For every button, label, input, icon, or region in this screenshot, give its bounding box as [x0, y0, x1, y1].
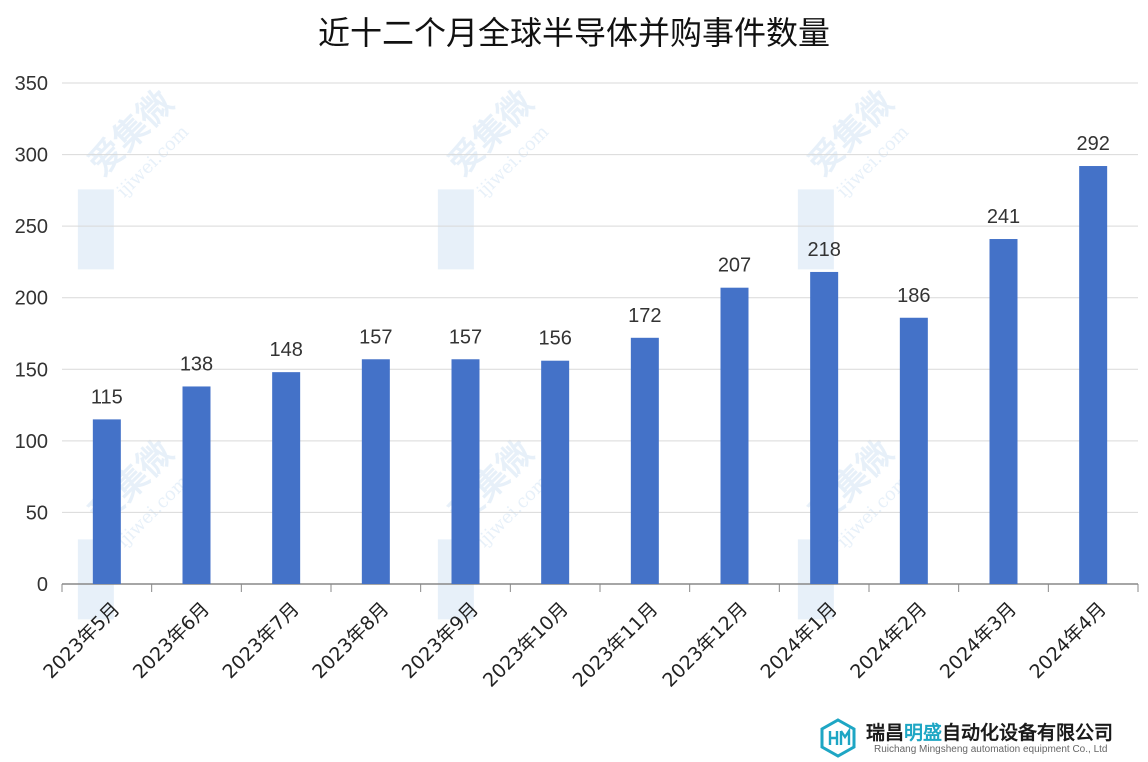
x-tick-label: 2023年10月 [479, 598, 573, 692]
bar [182, 386, 211, 584]
bar [810, 271, 839, 584]
bar [272, 372, 301, 584]
data-label: 241 [987, 206, 1020, 228]
bars [92, 166, 1108, 585]
bar [720, 287, 749, 584]
x-tick-label: 2023年7月 [219, 598, 304, 683]
bar [541, 360, 570, 584]
company-name-english: Ruichang Mingsheng automation equipment … [874, 744, 1108, 755]
bar [989, 239, 1018, 585]
x-tick-label: 2024年4月 [1026, 598, 1111, 683]
gridlines [61, 82, 1139, 592]
y-tick-label: 350 [15, 73, 48, 95]
x-tick-label: 2024年2月 [846, 598, 931, 683]
data-label: 157 [359, 326, 392, 348]
x-tick-label: 2023年8月 [308, 598, 393, 683]
y-tick-label: 250 [15, 216, 48, 238]
data-label: 138 [180, 353, 213, 375]
data-label: 207 [718, 255, 751, 277]
y-tick-label: 200 [15, 288, 48, 310]
bar [630, 337, 659, 584]
x-tick-label: 2023年11月 [569, 598, 663, 692]
y-tick-label: 150 [15, 359, 48, 381]
data-label: 172 [628, 305, 661, 327]
y-axis-ticks: 0 50 100 150 200 250 300 350 [15, 73, 48, 596]
x-axis-ticks: 2023年5月 2023年6月 2023年7月 2023年8月 2023年9月2023年… [39, 598, 1111, 692]
data-labels: 115 138 148 157 157 156 172 207 218 186 241 292 [91, 133, 1110, 408]
chart-title: 近十二个月全球半导体并购事件数量 [317, 14, 830, 52]
x-tick-label: 2023年12月 [658, 598, 752, 692]
data-label: 218 [807, 239, 840, 261]
y-tick-label: 100 [15, 431, 48, 453]
company-name: 瑞昌明盛自动化设备有限公司 [866, 722, 1114, 744]
data-label: 115 [91, 386, 123, 408]
company-logo: 瑞昌明盛自动化设备有限公司 Ruichang Mingsheng automat… [818, 714, 1148, 760]
bar [451, 359, 480, 584]
company-logo-icon [820, 718, 856, 758]
bar [92, 419, 121, 584]
bar [361, 359, 390, 584]
x-tick-label: 2023年6月 [129, 598, 214, 683]
y-tick-label: 0 [37, 574, 48, 596]
data-label: 157 [449, 326, 482, 348]
y-tick-label: 50 [26, 502, 48, 524]
data-label: 292 [1076, 133, 1109, 155]
data-label: 156 [538, 328, 571, 350]
bar [1079, 166, 1108, 584]
y-tick-label: 300 [15, 145, 48, 167]
data-label: 186 [897, 285, 930, 307]
data-label: 148 [269, 339, 302, 361]
x-tick-label: 2024年3月 [936, 598, 1021, 683]
bar [899, 317, 928, 584]
